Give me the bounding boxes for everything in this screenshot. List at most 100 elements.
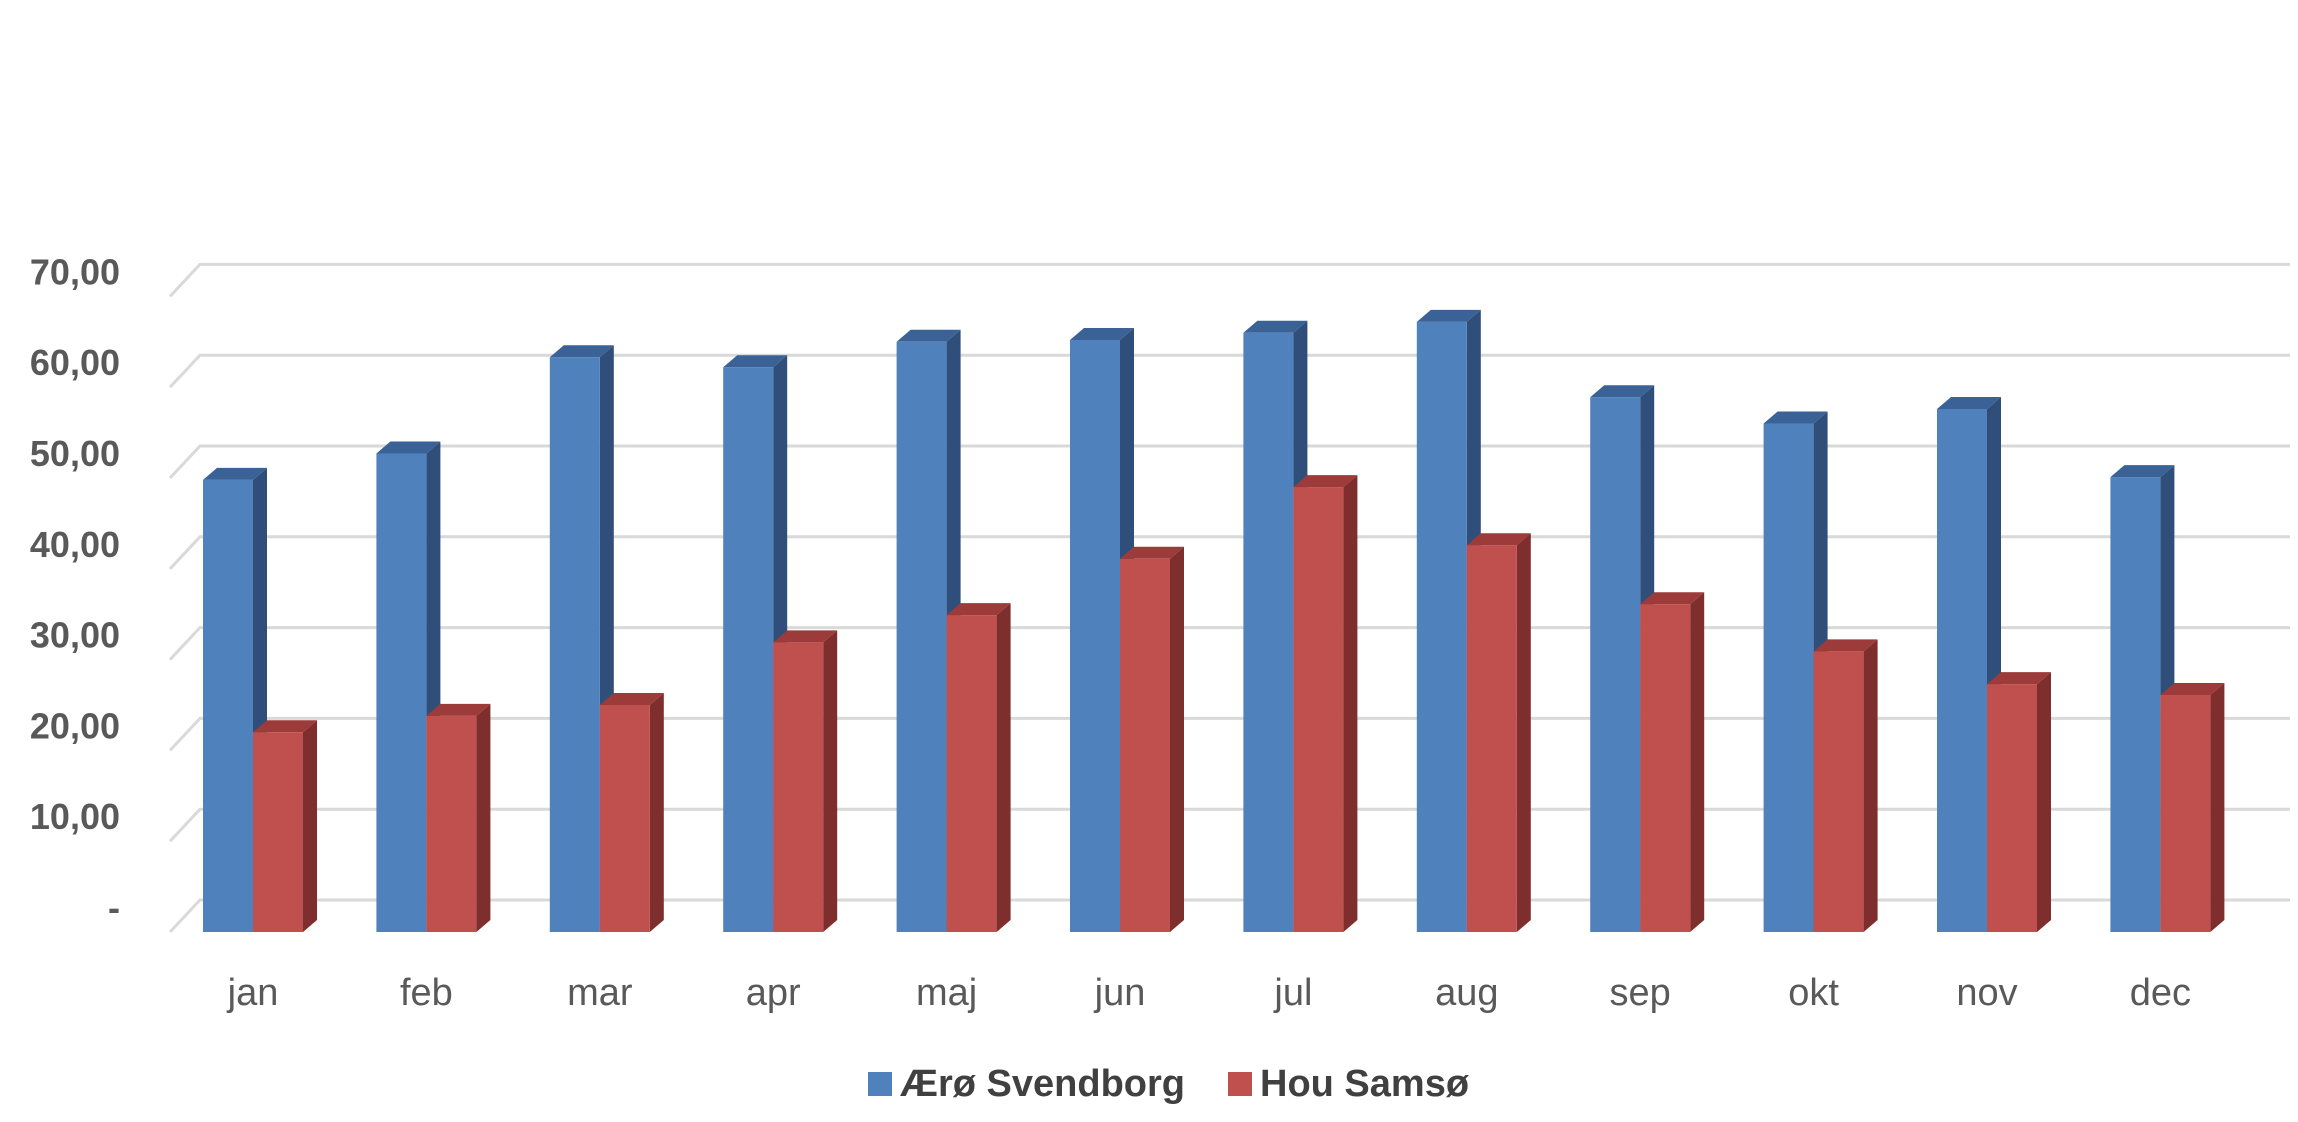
bar-front — [426, 715, 477, 932]
bar-front — [1813, 651, 1864, 932]
bar-side — [1343, 475, 1358, 932]
y-tick-label: 50,00 — [30, 433, 120, 474]
bar-front — [1293, 487, 1344, 932]
x-tick-label: jun — [1094, 972, 1146, 1014]
bar-front — [549, 357, 600, 933]
bar-side — [649, 693, 664, 932]
bar-hou-samso — [426, 703, 491, 932]
bar-top — [376, 441, 441, 454]
x-tick-label: sep — [1610, 972, 1671, 1014]
bar-side — [2210, 683, 2225, 932]
bar-hou-samso — [1987, 672, 2051, 932]
bar-top — [1937, 396, 2001, 409]
bar-front — [1640, 604, 1691, 932]
bar-side — [1690, 592, 1705, 932]
bar-hou-samso — [1293, 475, 1358, 932]
bar-hou-samso — [946, 603, 1011, 932]
x-tick-label: dec — [2130, 972, 2191, 1014]
bar-hou-samso — [1120, 546, 1184, 932]
bar-aero-svendborg — [203, 467, 267, 932]
legend-item: Ærø Svendborg — [868, 1063, 1185, 1105]
y-tick-label: 70,00 — [30, 251, 120, 292]
bar-top — [1590, 385, 1655, 398]
bar-top — [2160, 683, 2225, 696]
x-tick-label: apr — [746, 972, 801, 1014]
bar-side — [476, 703, 491, 932]
bar-top — [946, 603, 1011, 616]
bar-front — [1120, 558, 1170, 932]
bar-front — [1466, 545, 1517, 932]
x-tick-label: jul — [1273, 972, 1312, 1014]
y-tick-label: 20,00 — [30, 705, 120, 746]
bar-hou-samso — [1640, 592, 1705, 932]
bar-front — [2110, 477, 2161, 932]
bar-top — [1763, 411, 1828, 424]
gridlines — [168, 262, 2290, 934]
bar-top — [203, 467, 267, 480]
bar-front — [896, 341, 947, 932]
bar-hou-samso — [253, 720, 317, 932]
bar-top — [2110, 465, 2175, 478]
bar-front — [1243, 332, 1294, 933]
bar-front — [599, 705, 650, 932]
bar-front — [946, 615, 997, 932]
bar-top — [253, 720, 317, 733]
bar-top — [896, 329, 961, 342]
y-tick-label: 10,00 — [30, 796, 120, 837]
legend-swatch — [1228, 1072, 1252, 1096]
bar-front — [723, 367, 774, 932]
bar-front — [1763, 423, 1814, 932]
bar-front — [1070, 339, 1120, 932]
x-tick-label: maj — [916, 972, 977, 1014]
bar-side — [1516, 533, 1531, 932]
bar-hou-samso — [1466, 533, 1531, 932]
legend-label: Hou Samsø — [1260, 1063, 1470, 1105]
bar-side — [2037, 672, 2051, 932]
bar-top — [1120, 546, 1184, 559]
bar-front — [1987, 684, 2037, 932]
bar-top — [426, 703, 491, 716]
bar-hou-samso — [1813, 639, 1878, 932]
bar-side — [1863, 639, 1878, 932]
bar-side — [1170, 546, 1184, 932]
legend-swatch — [868, 1072, 892, 1096]
y-tick-label: 30,00 — [30, 615, 120, 656]
x-tick-label: jan — [227, 972, 279, 1014]
bar-top — [723, 355, 788, 368]
y-tick-label: 60,00 — [30, 342, 120, 383]
x-tick-label: aug — [1435, 972, 1498, 1014]
bar-top — [1466, 533, 1531, 546]
legend-label: Ærø Svendborg — [900, 1063, 1185, 1105]
bar-top — [599, 693, 664, 705]
bar-hou-samso — [2160, 683, 2225, 932]
bar-aero-svendborg — [1937, 396, 2001, 932]
bar-top — [1987, 672, 2051, 685]
bar-hou-samso — [773, 630, 838, 932]
y-axis-ticks: - 10,00 20,00 30,00 40,00 50,00 60,00 70,00 — [30, 251, 120, 928]
bar-front — [773, 642, 824, 932]
bar-front — [1937, 408, 1987, 932]
bar-top — [1640, 592, 1705, 605]
x-tick-label: feb — [400, 972, 453, 1014]
bar-front — [1590, 397, 1641, 932]
bar-top — [549, 345, 614, 358]
bar-top — [1070, 327, 1134, 340]
legend-item: Hou Samsø — [1228, 1063, 1470, 1105]
bar-front — [253, 732, 303, 932]
bar-top — [1813, 639, 1878, 652]
x-axis-ticks: jan feb mar apr maj jun jul aug sep okt nov dec — [227, 972, 2191, 1014]
bar-side — [996, 603, 1011, 932]
bar-front — [203, 479, 253, 932]
bar-front — [1416, 321, 1467, 933]
bars — [203, 309, 2225, 933]
x-tick-label: mar — [567, 972, 633, 1014]
y-tick-label: - — [108, 887, 120, 928]
bar-hou-samso — [599, 693, 664, 932]
gridline — [168, 262, 2290, 298]
bar-front — [376, 453, 427, 932]
gridline — [168, 353, 2290, 389]
x-tick-label: nov — [1956, 972, 2017, 1014]
legend: Ærø Svendborg Hou Samsø — [868, 1063, 1470, 1105]
x-tick-label: okt — [1788, 972, 1839, 1014]
